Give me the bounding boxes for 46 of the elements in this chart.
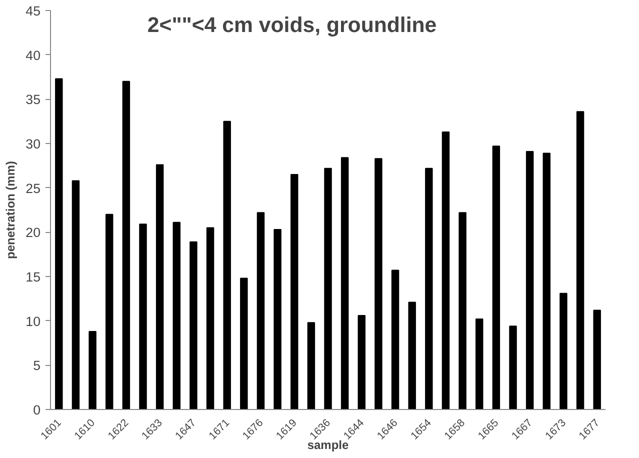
bar <box>139 224 147 410</box>
bar <box>274 229 282 410</box>
y-tick-label: 0 <box>33 402 41 418</box>
y-tick-label: 25 <box>26 180 41 196</box>
y-tick-label: 10 <box>26 314 41 329</box>
bar <box>106 214 114 410</box>
y-tick-label: 30 <box>26 136 41 152</box>
y-tick-label: 5 <box>33 358 41 374</box>
bar <box>307 322 316 410</box>
bar <box>190 241 198 410</box>
bar <box>526 150 534 410</box>
bar <box>509 326 517 410</box>
bar <box>223 120 231 410</box>
y-tick-label: 45 <box>26 4 41 18</box>
bar <box>576 111 584 410</box>
bar <box>374 158 382 410</box>
bar <box>72 180 80 410</box>
bar <box>256 212 265 410</box>
bar <box>408 302 416 410</box>
bar <box>492 146 500 410</box>
bar <box>560 292 568 410</box>
bar <box>240 278 248 410</box>
bar <box>593 310 601 410</box>
x-axis-title: sample <box>307 438 350 452</box>
bar <box>358 315 366 410</box>
y-tick-label: 20 <box>26 225 41 240</box>
bar <box>122 80 130 410</box>
bar <box>156 164 164 410</box>
y-tick-label: 15 <box>26 270 41 284</box>
bar <box>88 330 96 410</box>
bar <box>442 131 450 410</box>
bar <box>340 157 349 410</box>
bar <box>172 222 180 410</box>
bar <box>206 227 214 410</box>
y-axis-title: penetration (mm) <box>4 160 18 259</box>
chart-title: 2<""<4 cm voids, groundline <box>147 13 437 38</box>
y-tick-label: 35 <box>26 92 41 108</box>
y-tick-label: 40 <box>26 48 41 63</box>
bar <box>425 168 433 410</box>
bar <box>391 270 400 410</box>
bar <box>324 168 332 410</box>
bar <box>542 152 550 410</box>
bar <box>290 174 298 410</box>
bar <box>476 318 484 410</box>
bar <box>55 78 63 410</box>
bar <box>458 212 466 410</box>
